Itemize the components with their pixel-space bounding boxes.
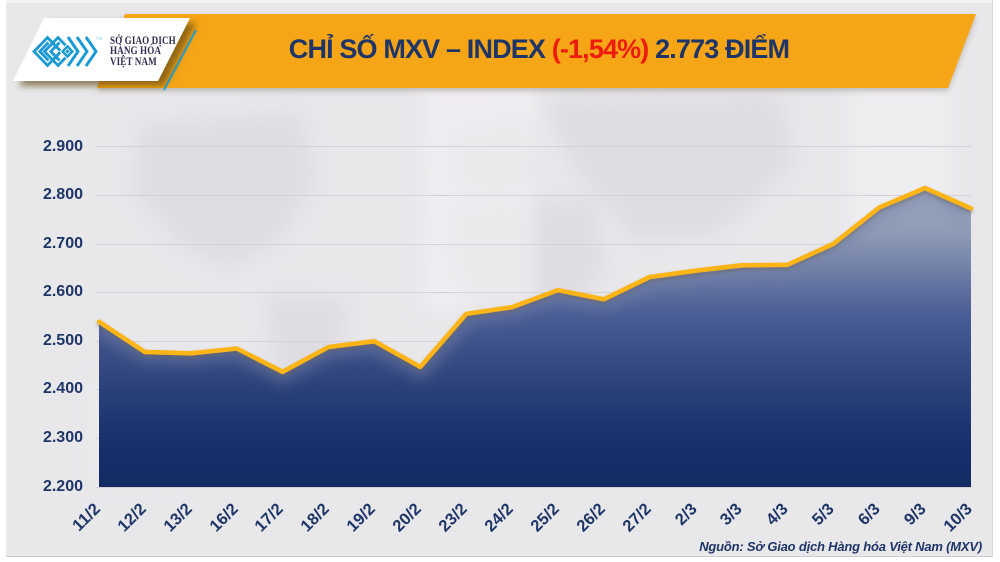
svg-text:TM: TM <box>96 36 103 41</box>
